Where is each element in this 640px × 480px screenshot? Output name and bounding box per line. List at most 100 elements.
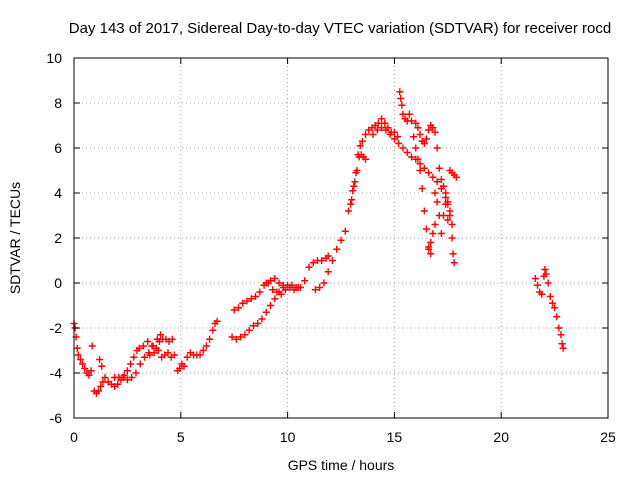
- data-point: [243, 297, 251, 305]
- data-point: [290, 286, 298, 294]
- data-point: [154, 347, 162, 354]
- data-point: [416, 160, 424, 168]
- data-point: [132, 369, 140, 377]
- y-axis-label: SDTVAR / TECUs: [7, 182, 23, 294]
- data-point: [341, 227, 349, 235]
- data-point: [358, 137, 366, 145]
- data-point: [420, 164, 428, 172]
- chart-title: Day 143 of 2017, Sidereal Day-to-day VTE…: [69, 20, 611, 37]
- data-point: [405, 110, 413, 118]
- data-point: [245, 326, 253, 334]
- data-point: [546, 293, 554, 300]
- data-point: [271, 295, 279, 303]
- data-point: [399, 110, 407, 118]
- data-point: [369, 131, 377, 138]
- data-point: [431, 221, 439, 228]
- data-point: [344, 207, 352, 215]
- data-point: [418, 185, 426, 192]
- data-point: [429, 124, 437, 132]
- data-point: [425, 169, 433, 177]
- data-point: [395, 140, 403, 147]
- data-point: [262, 308, 270, 316]
- data-point: [544, 279, 552, 287]
- data-point: [247, 295, 255, 303]
- data-point: [425, 126, 433, 134]
- data-point: [429, 230, 437, 237]
- data-point: [548, 299, 556, 307]
- y-tick-label: -4: [50, 365, 63, 381]
- data-point: [354, 151, 362, 159]
- data-point: [256, 288, 264, 296]
- data-point: [316, 284, 324, 291]
- data-point: [301, 277, 309, 285]
- data-point: [74, 351, 82, 359]
- data-point: [349, 187, 357, 195]
- data-point: [446, 212, 454, 219]
- data-point: [254, 320, 262, 327]
- data-point: [433, 144, 441, 152]
- data-point: [239, 299, 247, 307]
- data-point: [397, 95, 405, 102]
- x-tick-label: 10: [280, 429, 296, 445]
- data-point: [337, 236, 345, 244]
- data-point: [196, 351, 204, 359]
- data-point: [275, 279, 283, 287]
- data-point: [399, 144, 407, 152]
- x-tick-label: 15: [387, 429, 403, 445]
- data-point: [279, 281, 287, 289]
- data-point: [164, 349, 172, 357]
- data-point: [273, 288, 281, 296]
- data-point: [237, 333, 245, 341]
- data-point: [440, 182, 448, 190]
- y-tick-label: -2: [50, 320, 63, 336]
- data-point: [382, 126, 390, 134]
- data-point: [431, 128, 439, 136]
- y-tick-label: 0: [54, 275, 62, 291]
- data-point: [130, 353, 138, 361]
- data-point: [267, 277, 275, 285]
- data-point: [119, 374, 127, 381]
- data-point: [449, 250, 457, 258]
- data-point: [234, 304, 242, 312]
- data-point: [433, 198, 441, 206]
- y-tick-label: 4: [54, 185, 62, 201]
- data-point: [362, 131, 370, 138]
- data-point: [352, 169, 360, 177]
- data-point: [378, 124, 386, 132]
- data-point: [433, 178, 441, 186]
- data-point: [213, 317, 221, 325]
- data-point: [258, 315, 266, 323]
- data-point: [422, 135, 430, 143]
- data-point: [538, 290, 546, 298]
- data-point: [98, 362, 106, 370]
- data-point: [209, 326, 217, 334]
- data-point: [350, 182, 358, 190]
- data-point: [146, 351, 154, 359]
- x-tick-label: 25: [600, 429, 616, 445]
- data-point: [328, 257, 336, 264]
- data-point: [286, 284, 294, 291]
- data-point: [386, 131, 394, 138]
- data-points: [70, 88, 567, 397]
- data-point: [403, 149, 411, 156]
- data-point: [414, 124, 422, 132]
- data-point: [542, 270, 550, 278]
- data-point: [416, 131, 424, 138]
- data-point: [183, 353, 191, 361]
- data-point: [396, 88, 404, 96]
- data-point: [271, 275, 279, 282]
- grid-layer: [74, 58, 608, 418]
- x-tick-label: 20: [493, 429, 509, 445]
- data-point: [531, 275, 539, 282]
- y-tick-label: 10: [46, 50, 62, 66]
- data-point: [448, 234, 456, 242]
- data-point: [416, 167, 424, 174]
- data-point: [420, 140, 428, 147]
- data-point: [442, 200, 450, 208]
- data-point: [534, 281, 542, 289]
- data-point: [452, 173, 460, 181]
- data-point: [427, 239, 435, 246]
- tick-layer: 0 5 10 15 20 25 -6 -4 -2 0 2 4 6 8 10: [46, 50, 616, 445]
- data-point: [324, 252, 332, 260]
